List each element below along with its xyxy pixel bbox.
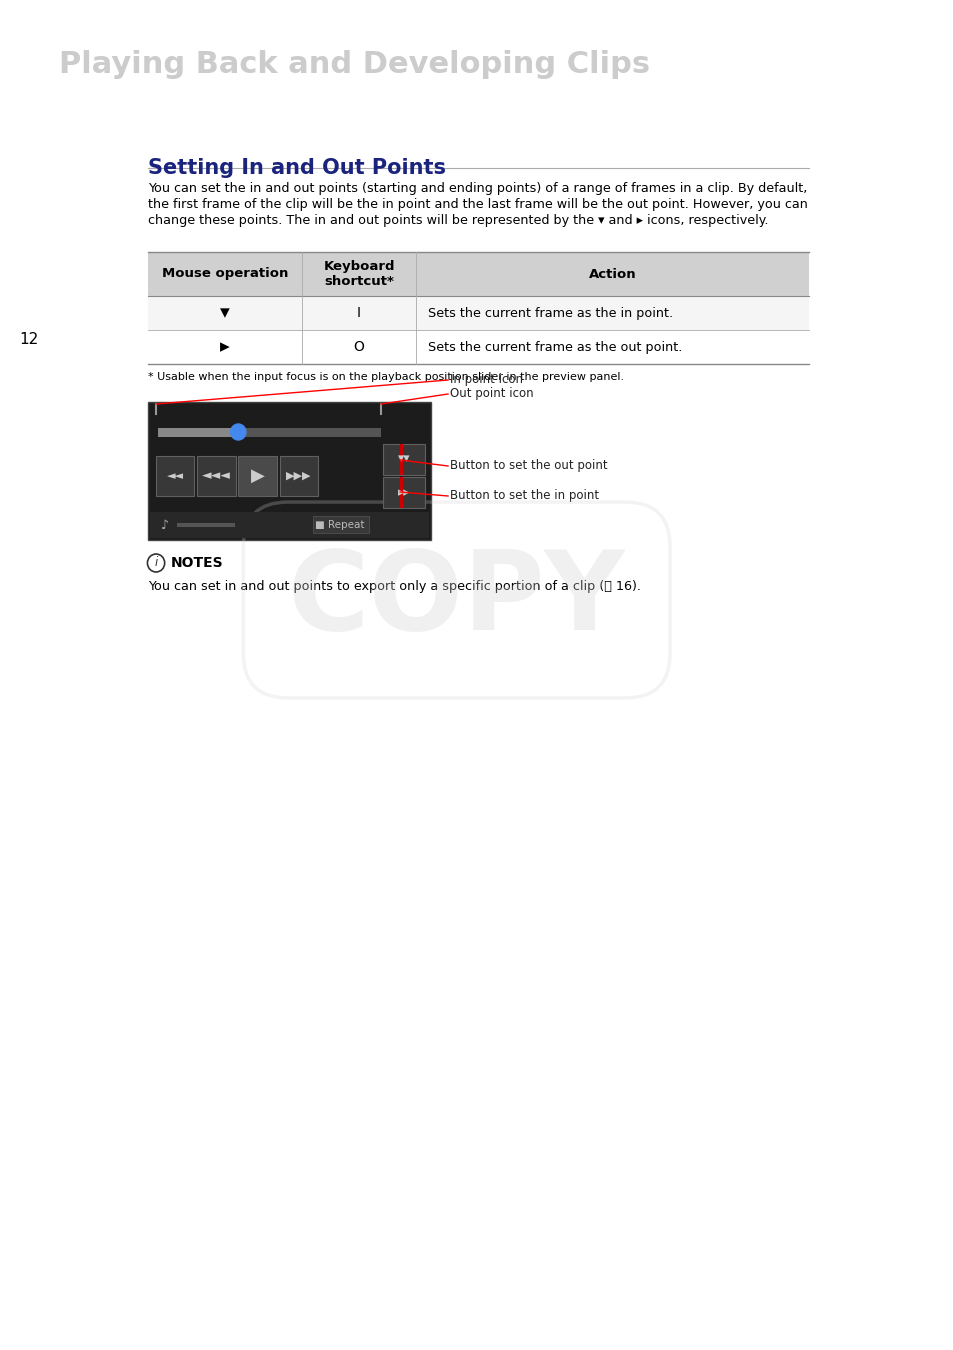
Bar [399,444,402,475]
Circle shape [231,424,246,440]
Text: ◄◄: ◄◄ [167,471,184,481]
Text: Sets the current frame as the out point.: Sets the current frame as the out point. [428,340,681,354]
Text: You can set in and out points to export only a specific portion of a clip (⧉ 16): You can set in and out points to export … [149,580,640,593]
Bar [313,516,368,533]
Bar [151,512,429,539]
Text: You can set the in and out points (starting and ending points) of a range of fra: You can set the in and out points (start… [149,182,807,194]
Bar [238,456,276,495]
Text: COPY: COPY [288,547,625,653]
Bar [149,252,808,296]
Text: the first frame of the clip will be the in point and the last frame will be the : the first frame of the clip will be the … [149,198,807,211]
Bar [399,477,402,508]
Bar [382,444,425,475]
Text: ◄◄◄: ◄◄◄ [202,470,231,482]
Text: Playing Back and Developing Clips: Playing Back and Developing Clips [59,50,650,80]
Bar [177,522,234,526]
Text: I: I [356,306,360,320]
Text: 12: 12 [19,332,38,347]
Bar [158,428,380,437]
Text: In point icon: In point icon [450,374,522,386]
Text: ▶: ▶ [251,467,264,485]
Bar [149,296,808,329]
Text: ▸▸: ▸▸ [397,486,410,500]
Text: ▾▾: ▾▾ [397,452,410,466]
Text: ■ Repeat: ■ Repeat [314,520,364,531]
Text: ♪: ♪ [160,518,169,532]
Text: NOTES: NOTES [171,556,223,570]
Text: Action: Action [588,267,636,281]
Text: ▸: ▸ [220,338,230,356]
Text: i: i [154,556,157,570]
Bar [156,456,194,495]
Text: Sets the current frame as the in point.: Sets the current frame as the in point. [428,306,673,320]
Text: change these points. The in and out points will be represented by the ▾ and ▸ ic: change these points. The in and out poin… [149,215,768,227]
Text: ▶▶▶: ▶▶▶ [286,471,311,481]
Text: Setting In and Out Points: Setting In and Out Points [149,158,446,178]
Bar [279,456,317,495]
Bar [149,329,808,364]
Bar [149,402,431,540]
Text: Out point icon: Out point icon [450,387,533,401]
Text: O: O [354,340,364,354]
Text: Button to set the in point: Button to set the in point [450,490,598,502]
Text: * Usable when the input focus is on the playback position slider in the preview : * Usable when the input focus is on the … [149,373,624,382]
Text: Keyboard
shortcut*: Keyboard shortcut* [323,261,395,288]
Bar [382,477,425,508]
Bar [158,428,238,437]
Bar [197,456,235,495]
Text: ▾: ▾ [220,304,230,323]
Text: Button to set the out point: Button to set the out point [450,459,607,472]
Text: Mouse operation: Mouse operation [162,267,288,281]
